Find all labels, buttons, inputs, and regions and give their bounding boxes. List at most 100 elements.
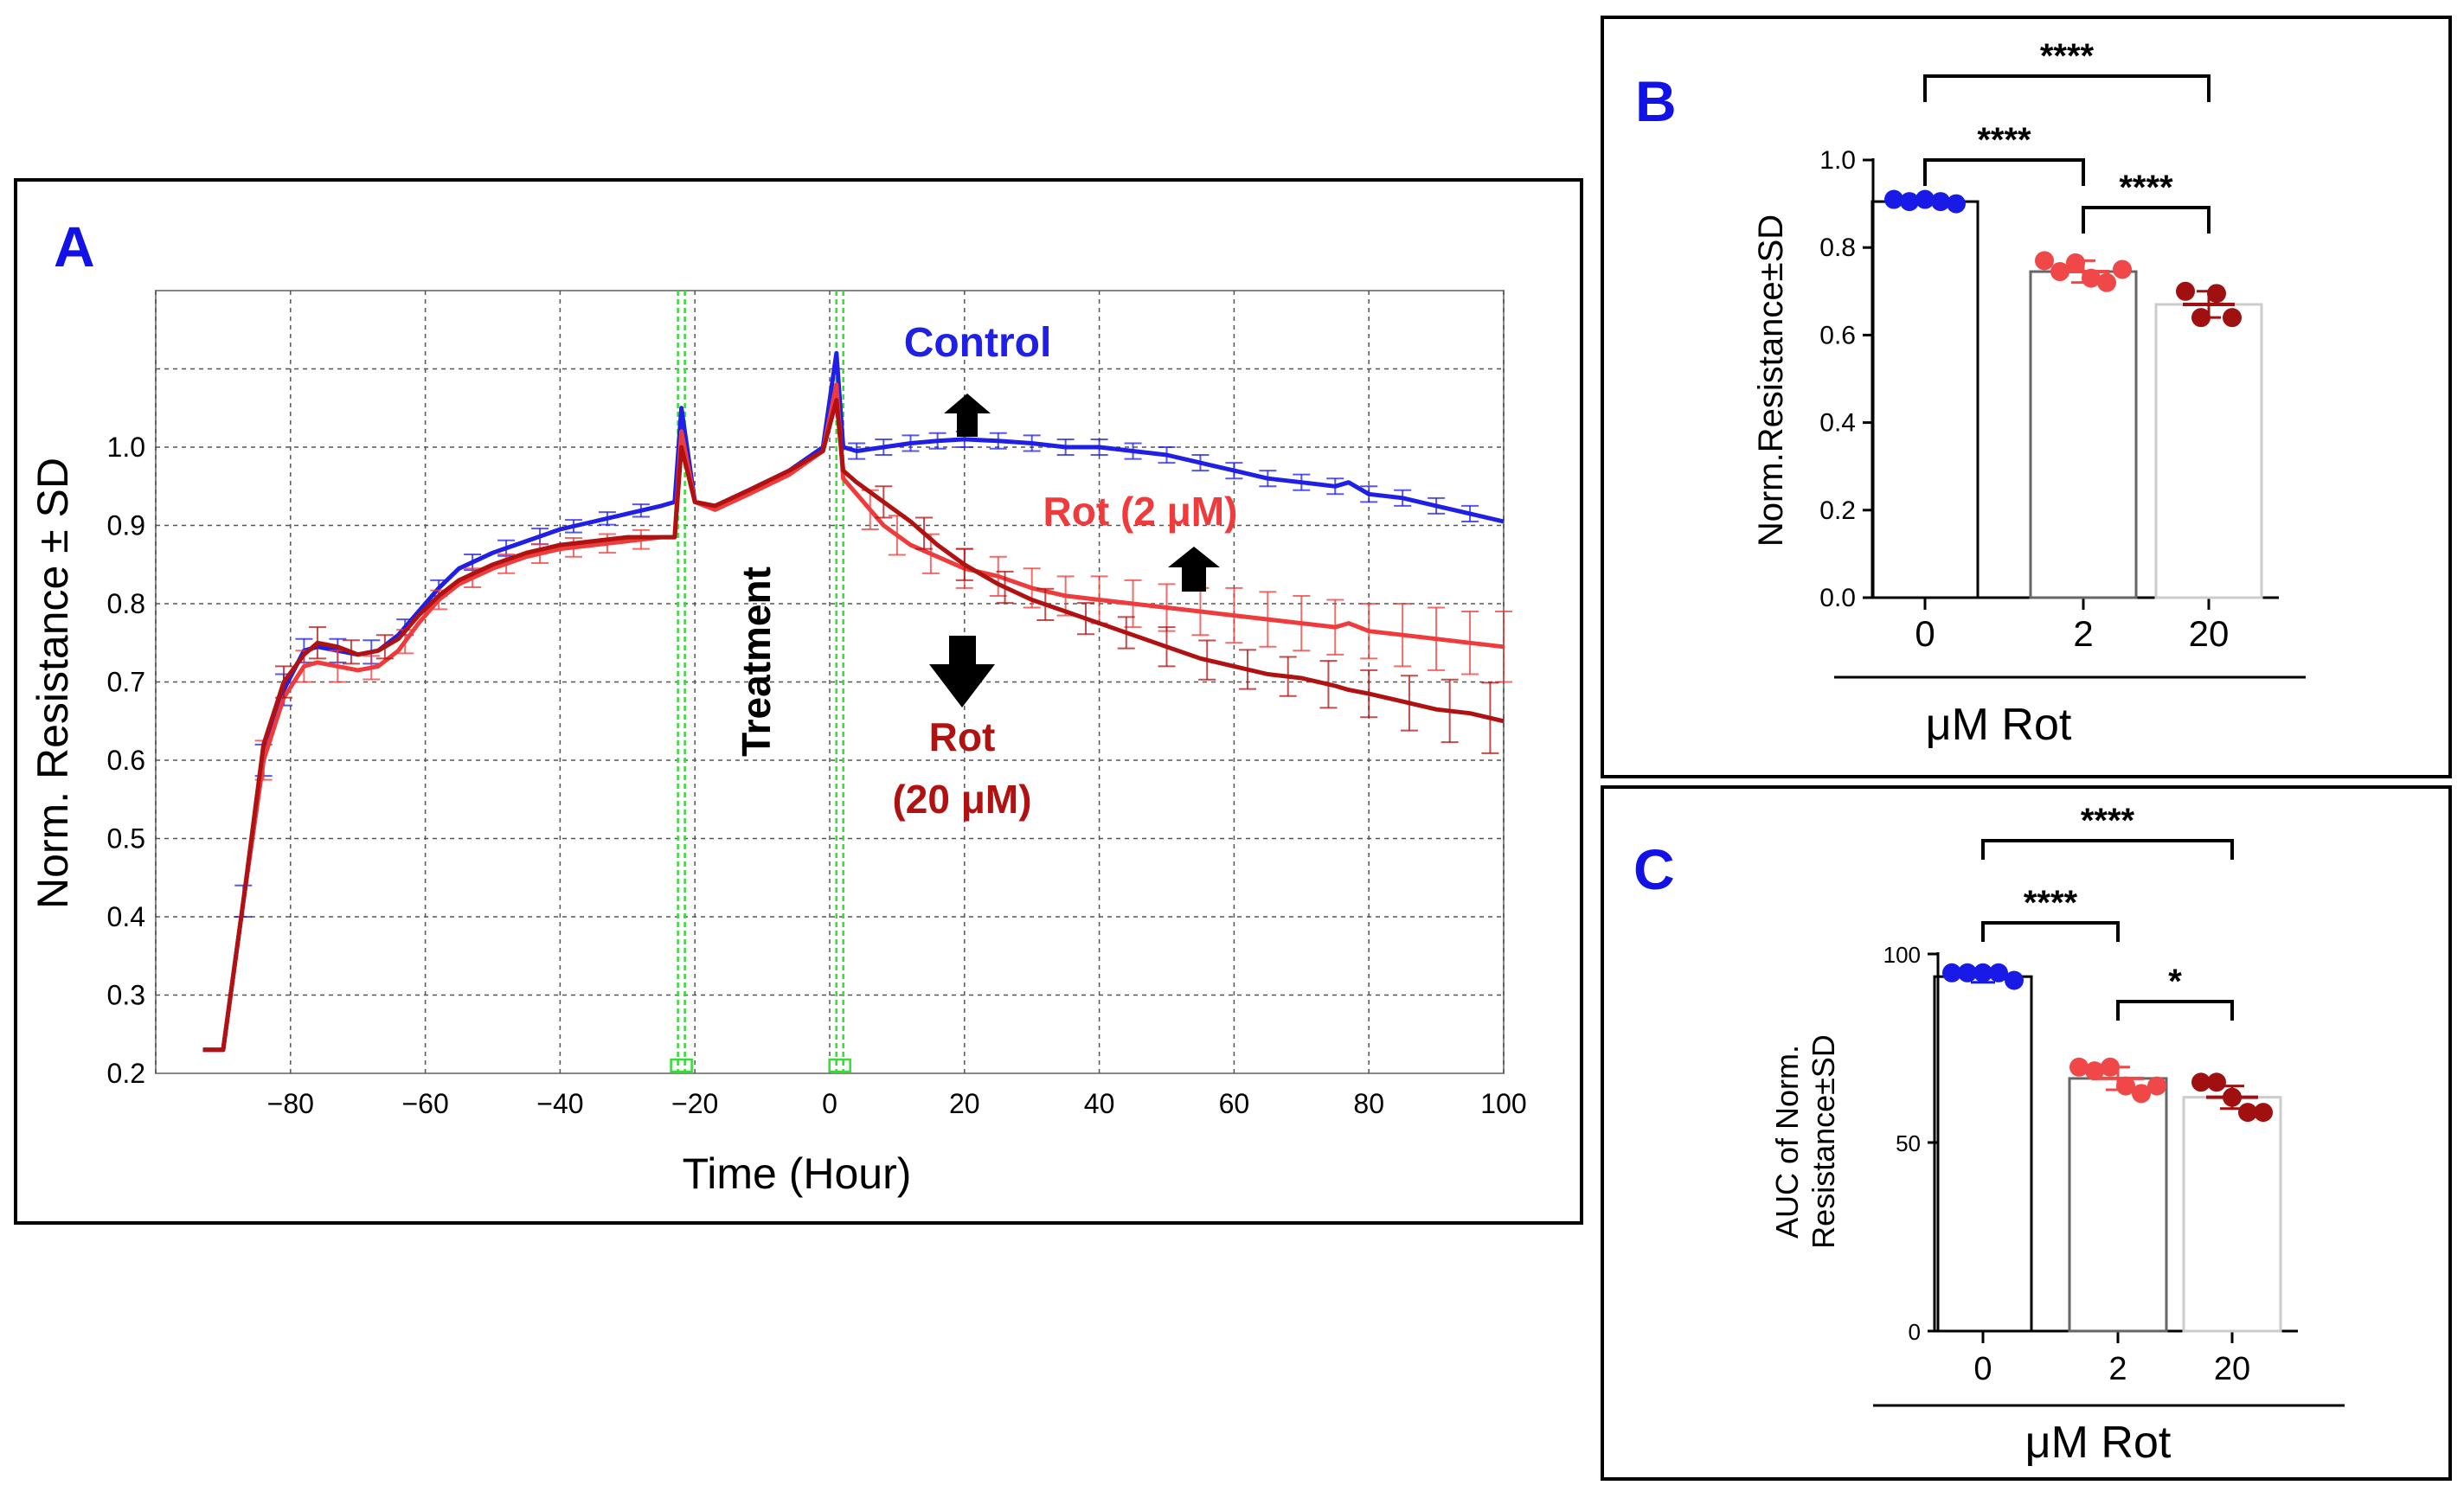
plot-c-y-label-line2: Resistance±SD (1806, 1034, 1841, 1249)
data-point (2116, 1076, 2135, 1096)
bar (2154, 303, 2263, 599)
bar (2182, 1096, 2282, 1333)
x-tick-label: 20 (2189, 613, 2230, 654)
panel-b: B 0.0 0.2 0.4 0.6 0.8 1.0 0 2 20 **** **** **** Nor… (1601, 16, 2452, 778)
bar (2029, 270, 2138, 599)
rot20-label-line1: Rot (929, 714, 996, 759)
bar (1870, 200, 1980, 599)
panel-a-frame (14, 178, 1583, 1225)
x-tick-label: −80 (267, 1088, 314, 1119)
data-point (1931, 192, 1950, 212)
y-tick-label: 0.4 (1819, 409, 1856, 438)
data-point (2005, 970, 2024, 990)
up-arrow-icon (944, 394, 991, 437)
x-tick-label: 20 (949, 1088, 980, 1119)
down-arrow-icon (929, 636, 995, 707)
significance-bracket (1981, 839, 2234, 860)
data-point (1947, 194, 1966, 214)
y-tick-label: 0.8 (107, 588, 145, 619)
significance-label: **** (2119, 169, 2173, 207)
y-tick-label: 0.4 (107, 901, 145, 932)
x-tick-label: 20 (2214, 1351, 2250, 1387)
data-point (1958, 963, 1977, 983)
x-tick-label: 2 (2108, 1351, 2127, 1387)
plot-a-y-label: Norm. Resistance ± SD (29, 458, 77, 909)
y-tick-label: 0.2 (107, 1058, 145, 1089)
series-line (202, 350, 1505, 1053)
y-tick-label: 100 (1883, 942, 1921, 968)
panel-b-letter: B (1635, 69, 1677, 133)
data-point (2085, 1061, 2104, 1081)
y-tick-label: 0.8 (1819, 234, 1856, 262)
bar (2068, 1077, 2168, 1333)
bar (1933, 975, 2033, 1333)
plot-b: 0.0 0.2 0.4 0.6 0.8 1.0 0 2 20 **** **** **** (1819, 37, 2306, 679)
x-tick-label: 2 (2073, 613, 2093, 654)
y-tick-label: 0.5 (107, 823, 145, 855)
y-tick-label: 0.6 (1819, 321, 1856, 349)
x-tick-label: 0 (822, 1088, 837, 1119)
treatment-label: Treatment (734, 567, 779, 757)
panel-a: A 0.20.30.40.50.60.70.80.91.0 −80 −60 −40−… (14, 178, 1583, 1225)
data-point (2254, 1103, 2273, 1123)
data-point (2147, 1076, 2166, 1096)
up-arrow-icon (1168, 547, 1220, 592)
data-point (2101, 1057, 2120, 1077)
data-point (2082, 268, 2101, 288)
plot-a-x-label: Time (Hour) (683, 1149, 912, 1198)
data-point (2050, 262, 2069, 282)
data-point (2097, 272, 2116, 292)
x-tick-label: 0 (1973, 1351, 1992, 1387)
significance-bracket (1981, 921, 2120, 942)
data-point (2069, 1057, 2089, 1077)
panel-c-letter: C (1633, 837, 1675, 901)
series-line (202, 398, 1505, 1053)
data-point (2207, 284, 2226, 304)
x-tick-label: 100 (1480, 1088, 1526, 1119)
panel-a-letter: A (54, 214, 95, 278)
plot-c-y-label-line1: AUC of Norm. (1769, 1045, 1805, 1239)
data-point (1973, 963, 1992, 983)
plot-a-series (202, 350, 1512, 1053)
x-tick-label: 0 (1915, 613, 1935, 654)
x-tick-label: −40 (536, 1088, 583, 1119)
significance-label: **** (2081, 802, 2135, 840)
control-label: Control (904, 320, 1052, 366)
data-point (2223, 1087, 2242, 1107)
y-tick-label: 1.0 (107, 432, 145, 463)
significance-bracket (1923, 158, 2085, 186)
data-point (2207, 1072, 2226, 1092)
panel-c-frame (1601, 785, 2452, 1481)
data-point (2191, 308, 2211, 328)
plot-b-y-label: Norm.Resistance±SD (1752, 214, 1790, 547)
data-point (2066, 253, 2085, 272)
y-tick-label: 0.3 (107, 980, 145, 1011)
treatment-marker-box (828, 1058, 851, 1073)
series-control (202, 350, 1505, 1053)
y-tick-label: 0.7 (107, 667, 145, 698)
y-tick-label: 0.9 (107, 510, 145, 541)
data-point (2176, 281, 2195, 301)
y-tick-label: 0.2 (1819, 496, 1856, 525)
data-point (2035, 251, 2054, 271)
y-tick-label: 0.0 (1819, 584, 1856, 612)
x-tick-label: −20 (671, 1088, 718, 1119)
panel-b-frame (1601, 16, 2452, 778)
rot20-label-line2: (20 μM) (892, 777, 1031, 822)
significance-bracket (2082, 206, 2211, 234)
data-point (2238, 1103, 2257, 1123)
y-tick-label: 0 (1909, 1319, 1921, 1345)
rot2-label: Rot (2 μM) (1043, 489, 1238, 534)
plot-a-x-ticks: −80 −60 −40 −20 0 20 40 60 80 100 (267, 1088, 1527, 1119)
x-tick-label: 80 (1353, 1088, 1384, 1119)
data-point (2132, 1084, 2151, 1104)
data-point (1900, 192, 1919, 212)
significance-bracket (1923, 74, 2211, 102)
significance-label: **** (2040, 37, 2095, 75)
significance-label: **** (2024, 884, 2078, 922)
data-point (1915, 189, 1935, 209)
data-point (2223, 308, 2242, 328)
